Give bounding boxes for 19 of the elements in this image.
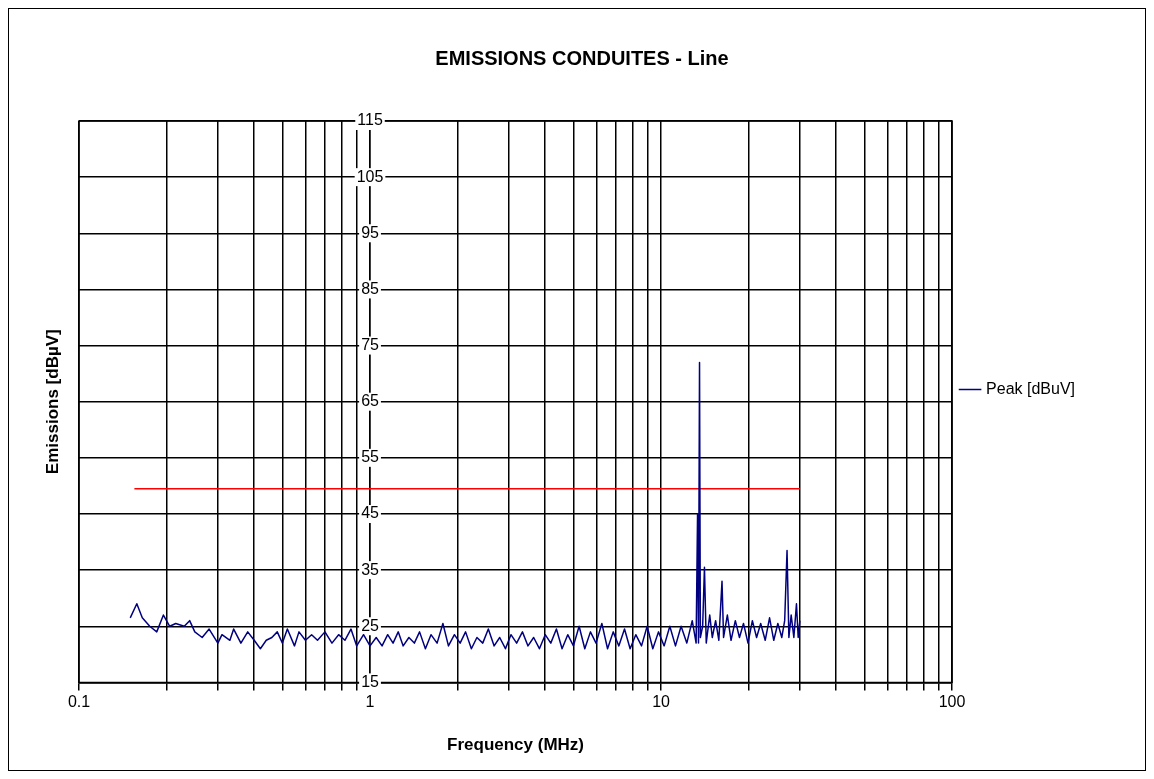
y-tick-label: 75	[361, 335, 380, 353]
chart-title: EMISSIONS CONDUITES - Line	[435, 46, 729, 69]
y-tick-label: 55	[361, 448, 380, 466]
y-tick-label: 115	[357, 111, 383, 129]
y-tick-label: 65	[361, 392, 380, 410]
y-tick-label: 85	[361, 279, 380, 297]
y-tick-label: 35	[361, 560, 380, 578]
x-axis-title: Frequency (MHz)	[447, 735, 585, 755]
x-tick-label: 0.1	[67, 693, 91, 711]
x-tick-label: 100	[938, 693, 966, 711]
y-tick-label: 95	[361, 223, 380, 241]
legend-label: Peak [dBuV]	[986, 379, 1076, 397]
y-tick-label: 45	[361, 504, 380, 522]
y-tick-label: 105	[356, 167, 384, 185]
x-tick-label: 10	[652, 693, 671, 711]
y-tick-label: 15	[361, 672, 380, 690]
x-tick-label: 1	[365, 693, 375, 711]
y-tick-label: 25	[361, 616, 380, 634]
y-axis-title: Emissions [dBµV]	[42, 329, 62, 475]
